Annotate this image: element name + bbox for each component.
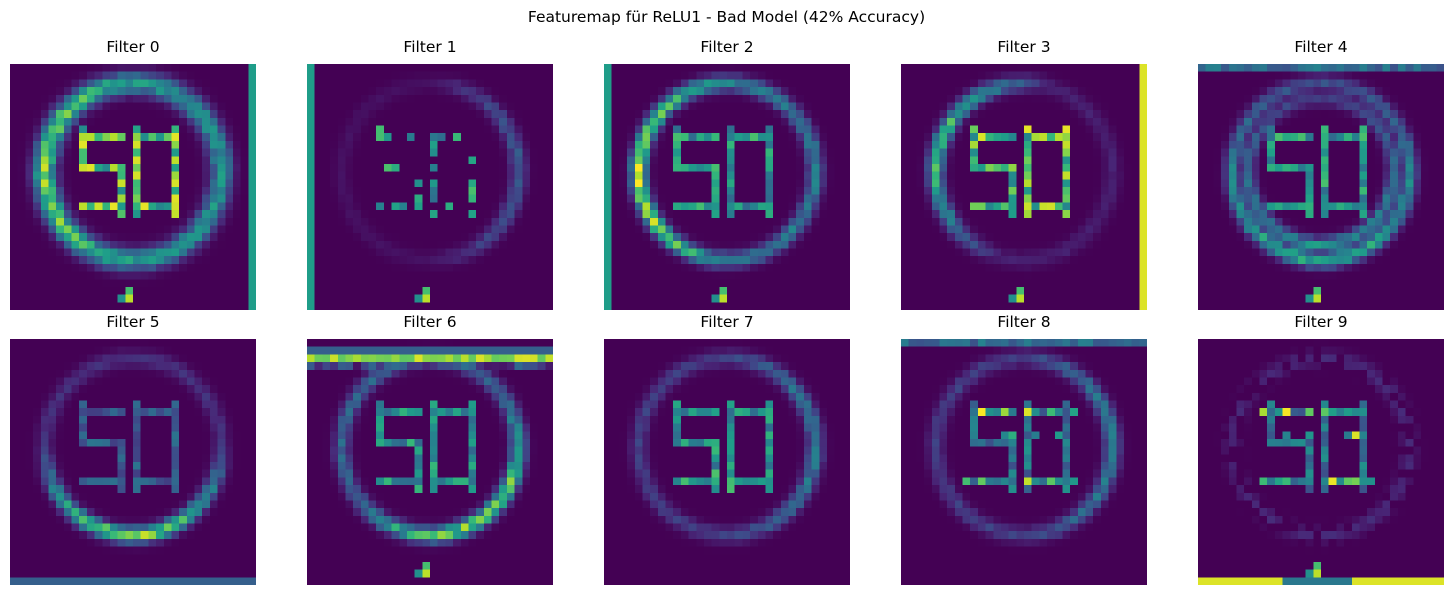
featuremap-panel: Filter 1 bbox=[307, 38, 553, 310]
featuremap-image bbox=[307, 64, 553, 310]
featuremap-image bbox=[901, 64, 1147, 310]
featuremap-image bbox=[307, 339, 553, 585]
panel-title: Filter 9 bbox=[1294, 313, 1348, 331]
panel-title: Filter 6 bbox=[403, 313, 457, 331]
featuremap-image bbox=[1198, 64, 1444, 310]
panel-title: Filter 0 bbox=[106, 38, 160, 56]
featuremap-image bbox=[10, 64, 256, 310]
figure-title: Featuremap für ReLU1 - Bad Model (42% Ac… bbox=[527, 8, 926, 26]
featuremap-image bbox=[901, 339, 1147, 585]
featuremap-panel: Filter 4 bbox=[1198, 38, 1444, 310]
panel-title: Filter 5 bbox=[106, 313, 160, 331]
panel-title: Filter 8 bbox=[997, 313, 1051, 331]
panel-title: Filter 4 bbox=[1294, 38, 1348, 56]
featuremap-image bbox=[604, 64, 850, 310]
panel-title: Filter 1 bbox=[403, 38, 457, 56]
featuremap-panel: Filter 5 bbox=[10, 313, 256, 585]
panel-title: Filter 3 bbox=[997, 38, 1051, 56]
featuremap-panel: Filter 8 bbox=[901, 313, 1147, 585]
featuremap-panel: Filter 0 bbox=[10, 38, 256, 310]
featuremap-panel: Filter 6 bbox=[307, 313, 553, 585]
featuremap-panel: Filter 2 bbox=[604, 38, 850, 310]
featuremap-panel: Filter 3 bbox=[901, 38, 1147, 310]
featuremap-image bbox=[1198, 339, 1444, 585]
panel-title: Filter 7 bbox=[700, 313, 754, 331]
featuremap-image bbox=[10, 339, 256, 585]
featuremap-panel: Filter 9 bbox=[1198, 313, 1444, 585]
featuremap-panel: Filter 7 bbox=[604, 313, 850, 585]
featuremap-image bbox=[604, 339, 850, 585]
panel-title: Filter 2 bbox=[700, 38, 754, 56]
